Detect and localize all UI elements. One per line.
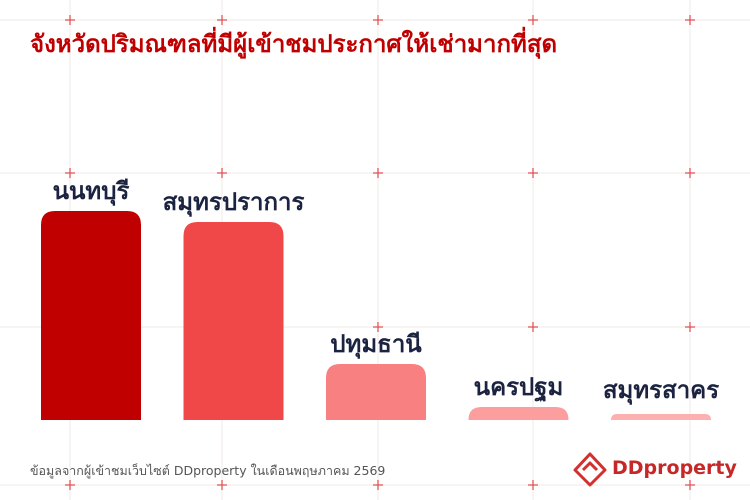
bar [326, 364, 426, 420]
bar-label: นนทบุรี [53, 177, 130, 207]
bar-label: สมุทรสาคร [603, 376, 719, 406]
logo-text: DDproperty [612, 457, 738, 479]
bar [611, 414, 711, 420]
logo-icon [573, 452, 607, 487]
bar-label: ปทุมธานี [330, 330, 422, 360]
bar-label: สมุทรปราการ [163, 188, 305, 218]
bar [41, 211, 141, 420]
bar [468, 407, 569, 420]
source-note: ข้อมูลจากผู้เข้าชมเว็บไซต์ DDproperty ใน… [30, 463, 385, 479]
bar-label: นครปฐม [474, 373, 564, 403]
bar [183, 222, 284, 420]
chart-title: จังหวัดปริมณฑลที่มีผู้เข้าชมประกาศให้เช่… [30, 26, 557, 60]
